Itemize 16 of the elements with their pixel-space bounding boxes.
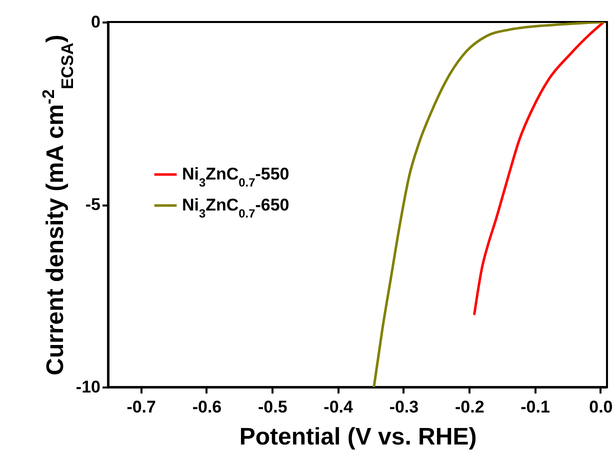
- x-tick-label: -0.3: [389, 398, 419, 416]
- y-tick-label: 0: [91, 12, 100, 32]
- x-tick-label: -0.2: [454, 398, 484, 416]
- line-series: [372, 22, 605, 387]
- x-tick-label: -0.7: [126, 398, 156, 416]
- x-axis-title: Potential (V vs. RHE): [239, 424, 477, 450]
- legend-label: Ni$_{3}$ZnC$_{0.7}$-650: [182, 196, 290, 220]
- x-tick-label: 0.0: [589, 398, 613, 416]
- x-tick-label: -0.5: [258, 398, 288, 416]
- y-tick-label: -10: [76, 378, 100, 396]
- y-tick-label: -5: [85, 195, 100, 214]
- legend-label: Ni$_{3}$ZnC$_{0.7}$-550: [182, 164, 290, 190]
- line-series: [473, 22, 605, 316]
- x-tick-label: -0.1: [520, 398, 550, 416]
- x-tick-label: -0.4: [324, 398, 354, 416]
- x-tick-label: -0.6: [192, 398, 222, 416]
